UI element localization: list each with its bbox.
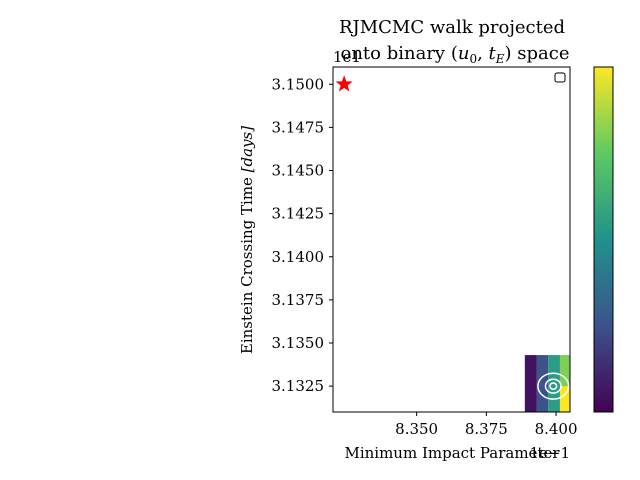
title-suffix: ) space: [505, 43, 570, 64]
y-tick-label: 3.1325: [272, 377, 325, 395]
title-prefix: onto binary (: [341, 43, 458, 64]
y-ticks: 3.1325 3.1350 3.1375 3.1400 3.1425 3.1450 3.14…: [272, 75, 333, 395]
x-axis-label: Minimum Impact Parameter: [344, 444, 560, 462]
y-tick-label: 3.1500: [272, 75, 325, 93]
contour-line: [544, 378, 562, 394]
x-ticks: 8.350 8.375 8.400: [395, 412, 578, 438]
heatmap-cell: [559, 386, 570, 412]
x-tick-label: 8.400: [535, 420, 578, 438]
heatmap-layer: [524, 355, 570, 412]
y-tick-label: 3.1350: [272, 334, 325, 352]
contour-layer: [537, 372, 570, 400]
axes-frame: [332, 66, 571, 413]
y-tick-label: 3.1450: [272, 162, 325, 180]
colorbar: [593, 66, 614, 413]
chart-title-line1: RJMCMC walk projected: [339, 17, 565, 38]
y-offset-label: 1e1: [333, 48, 361, 66]
y-axis-label-unit: [days]: [238, 126, 256, 173]
y-axis-label-text: Einstein Crossing Time: [238, 172, 256, 354]
title-u0: u: [458, 43, 470, 64]
contour-line: [549, 382, 558, 390]
title-u0-subscript: 0: [469, 52, 477, 66]
heatmap-cell: [524, 355, 537, 412]
marker-layer: [335, 75, 353, 92]
x-offset-label: 1e−1: [529, 444, 570, 462]
title-separator: ,: [477, 43, 488, 64]
heatmap-cell: [559, 355, 570, 412]
legend-box: [554, 72, 566, 83]
contour-line: [537, 372, 570, 400]
x-tick-label: 8.375: [465, 420, 508, 438]
y-axis-label: Einstein Crossing Time [days]: [238, 126, 256, 354]
title-tE: t: [489, 43, 497, 64]
y-tick-label: 3.1400: [272, 248, 325, 266]
true-value-star-marker: [335, 75, 353, 92]
x-tick-label: 8.350: [395, 420, 438, 438]
y-tick-label: 3.1375: [272, 291, 325, 309]
title-tE-subscript: E: [495, 52, 505, 66]
y-tick-label: 3.1425: [272, 205, 325, 223]
y-tick-label: 3.1475: [272, 118, 325, 136]
chart-title-line2: onto binary (u0, tE) space: [341, 43, 570, 66]
heatmap-cell: [536, 355, 549, 412]
